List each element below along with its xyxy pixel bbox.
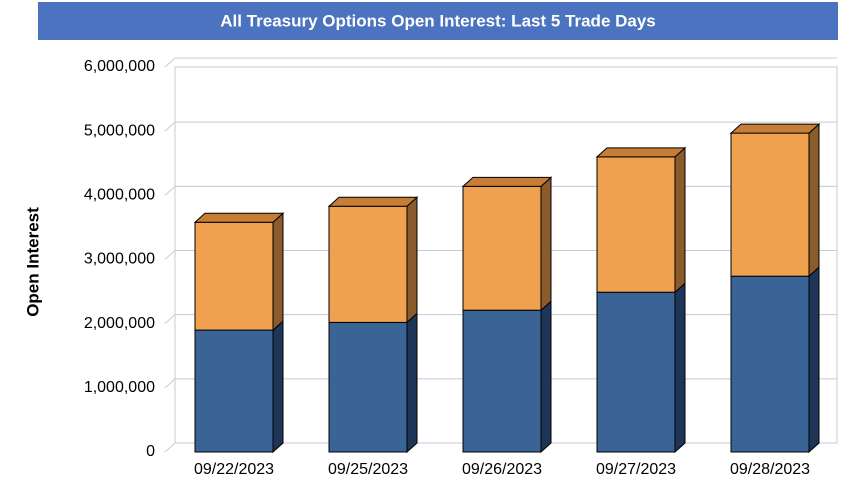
bar [462, 309, 542, 453]
bar [730, 132, 810, 277]
title-banner [38, 2, 838, 40]
y-tick-label: 2,000,000 [84, 315, 155, 332]
bar [194, 329, 274, 453]
bar [194, 221, 274, 331]
y-tick-label: 4,000,000 [84, 187, 155, 204]
bar [596, 291, 676, 453]
chart-title: All Treasury Options Open Interest: Last… [220, 11, 656, 30]
bar-top [461, 176, 553, 187]
bar-side [406, 312, 418, 454]
bar-side [272, 212, 284, 332]
bar-side [808, 266, 820, 454]
y-axis-label: Open Interest [23, 207, 42, 317]
bar-top [729, 123, 821, 134]
bar-top [193, 212, 285, 223]
y-tick-label: 6,000,000 [84, 58, 155, 75]
y-tick-label: 5,000,000 [84, 122, 155, 139]
bar [328, 321, 408, 453]
grid-line [164, 57, 837, 68]
bar [328, 205, 408, 323]
grid-line [164, 121, 837, 132]
bar-side [540, 300, 552, 454]
y-tick-label: 1,000,000 [84, 379, 155, 396]
bar-top [595, 147, 687, 158]
y-tick-label: 3,000,000 [84, 251, 155, 268]
y-tick-label: 0 [146, 443, 155, 460]
bar [462, 185, 542, 311]
bar-top [327, 196, 419, 207]
bar-side [674, 146, 686, 294]
bar [596, 156, 676, 293]
bar-side [674, 282, 686, 454]
x-tick-label: 09/22/2023 [194, 461, 274, 478]
bar-side [540, 176, 552, 312]
bar-side [272, 319, 284, 454]
x-tick-label: 09/26/2023 [462, 461, 542, 478]
x-tick-label: 09/25/2023 [328, 461, 408, 478]
x-tick-label: 09/28/2023 [730, 461, 810, 478]
bar [730, 275, 810, 453]
bar-side [808, 122, 820, 278]
bar-side [406, 196, 418, 324]
x-tick-label: 09/27/2023 [596, 461, 676, 478]
